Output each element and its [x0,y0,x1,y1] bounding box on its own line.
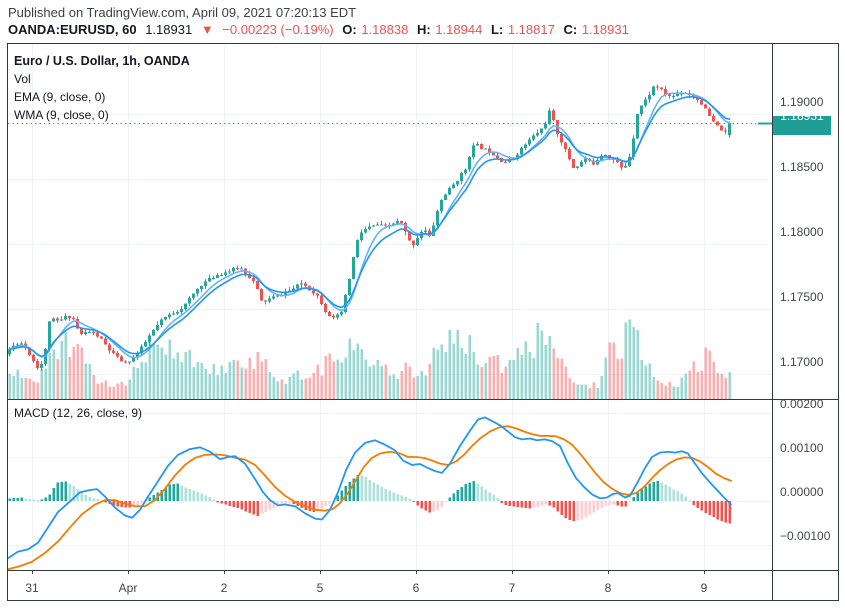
time-axis-label: 7 [508,581,516,595]
open-value: 1.18838 [361,22,409,37]
close-label: C: [563,22,578,37]
low-value: 1.18817 [507,22,555,37]
price-axis-label: 1.17500 [780,290,824,304]
high-value: 1.18944 [435,22,483,37]
macd-pane-legend: MACD (12, 26, close, 9) [14,406,143,420]
price-axis-label: 1.18000 [780,225,824,239]
chart-title: Euro / U.S. Dollar, 1h, OANDA [14,54,190,68]
legend-ema: EMA (9, close, 0) [14,90,106,104]
published-line: Published on TradingView.com, April 09, … [8,5,357,20]
price-axis-label: 1.17000 [780,355,824,369]
macd-axis-label: 0.00200 [780,397,824,411]
open-label: O: [342,22,357,37]
macd-axis-label: 0.00000 [780,485,824,499]
legend-wma: WMA (9, close, 0) [14,108,109,122]
price-axis-label: 1.18500 [780,160,824,174]
high-label: H: [416,22,431,37]
price-axis-label: 1.19000 [780,95,824,109]
close-value: 1.18931 [581,22,629,37]
last-price-tag-value: 1.18931 [780,116,824,123]
last-price-tag: 1.18931 [773,116,831,135]
legend-volume: Vol [14,72,31,86]
macd-axis-label: 0.00100 [780,441,824,455]
time-axis-label: 6 [412,581,420,595]
time-axis-label: 5 [316,581,324,595]
change-value: −0.00223 (−0.19%) [222,22,334,37]
symbol-name: OANDA:EURUSD, 60 [8,22,137,37]
low-label: L: [490,22,504,37]
macd-axis-label: −0.00100 [780,529,831,543]
main-pane-legend: Euro / U.S. Dollar, 1h, OANDA Vol EMA (9… [14,52,190,124]
time-axis-label: Apr [118,581,138,595]
time-axis-label: 9 [700,581,708,595]
last-price: 1.18931 [145,22,193,37]
change-arrow-icon: ▼ [200,22,214,37]
time-axis-label: 8 [604,581,612,595]
time-axis-label: 31 [25,581,39,595]
time-axis-label: 2 [220,581,228,595]
symbol-status-line: OANDA:EURUSD, 60 1.18931 ▼ −0.00223 (−0.… [8,22,634,37]
